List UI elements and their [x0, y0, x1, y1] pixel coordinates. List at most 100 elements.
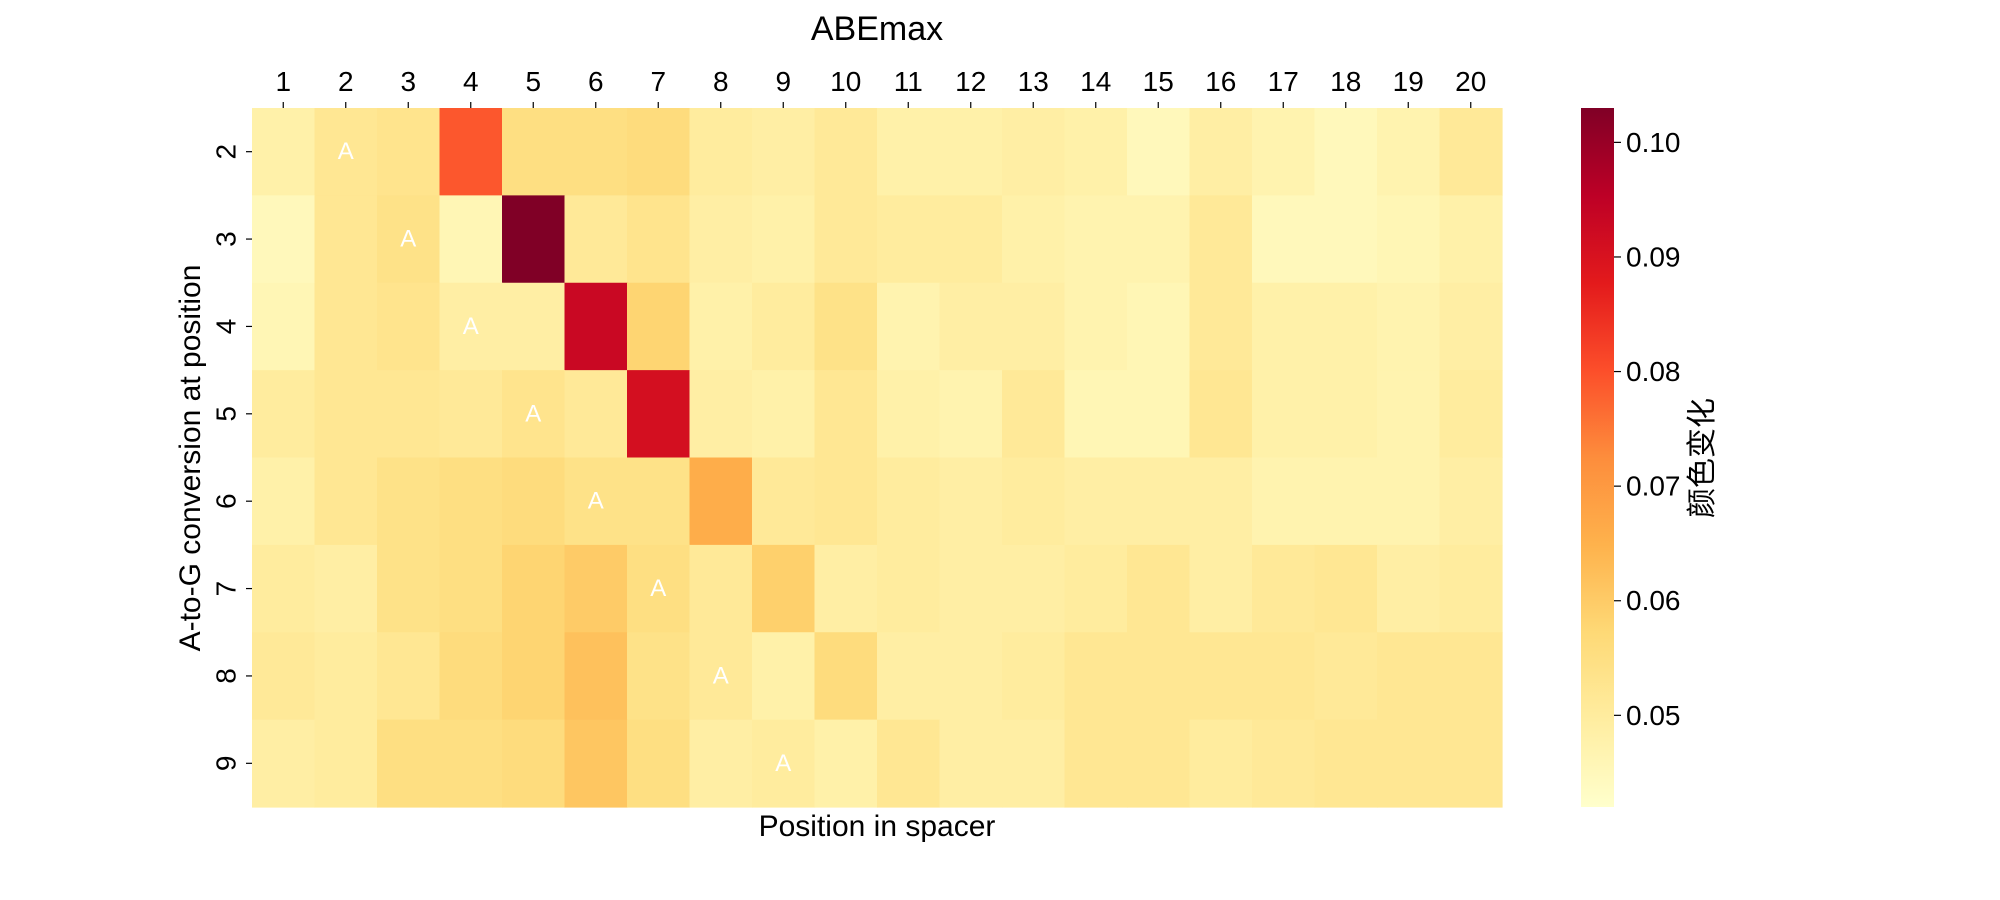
heatmap-cell [1439, 719, 1503, 808]
y-tick-label: 3 [211, 231, 242, 247]
y-tick-label: 7 [211, 581, 242, 597]
x-tick-label: 2 [338, 66, 354, 97]
heatmap-cell [564, 195, 628, 284]
colorbar-tick-label: 0.05 [1626, 700, 1681, 731]
x-tick-label: 17 [1268, 66, 1299, 97]
heatmap-cell [564, 108, 628, 196]
colorbar [1581, 108, 1614, 807]
y-axis: 2 3 4 5 6 7 8 9 [211, 144, 252, 772]
y-tick-label: 5 [211, 406, 242, 422]
heatmap-cell [1314, 282, 1378, 371]
heatmap-cell [502, 108, 566, 196]
heatmap-cell [1439, 370, 1503, 459]
heatmap-cell [377, 457, 441, 546]
heatmap-cell [939, 544, 1003, 633]
heatmap-cell [627, 632, 691, 721]
heatmap-cell [564, 719, 628, 808]
heatmap-cell [1314, 457, 1378, 546]
heatmap-cell [439, 544, 503, 633]
colorbar-tick-label: 0.09 [1626, 241, 1681, 272]
heatmap-cell [627, 544, 691, 633]
y-axis-label: A-to-G conversion at position [174, 265, 207, 652]
heatmap-cell [939, 108, 1003, 196]
heatmap-cell [314, 457, 378, 546]
heatmap-cell [439, 457, 503, 546]
heatmap-cell [377, 719, 441, 808]
heatmap-cell [1377, 195, 1441, 284]
heatmap-cell [1314, 195, 1378, 284]
heatmap-cell [314, 282, 378, 371]
heatmap-cell [877, 457, 941, 546]
x-tick-label: 9 [775, 66, 791, 97]
heatmap-cell [814, 195, 878, 284]
heatmap-cell [1377, 632, 1441, 721]
y-tick-label: 6 [211, 493, 242, 509]
heatmap-cell [502, 632, 566, 721]
y-tick-label: 8 [211, 668, 242, 684]
heatmap-cell [252, 632, 316, 721]
cell-annotation: A [338, 138, 354, 165]
heatmap-cell [439, 632, 503, 721]
x-tick-label: 6 [588, 66, 604, 97]
heatmap-cell [502, 195, 566, 284]
colorbar-ticks: 0.05 0.06 0.07 0.08 0.09 0.10 [1614, 127, 1681, 731]
heatmap-cell [377, 282, 441, 371]
heatmap-cells [252, 108, 1503, 808]
heatmap-cell [439, 195, 503, 284]
heatmap-cell [877, 195, 941, 284]
heatmap-cell [939, 632, 1003, 721]
heatmap-cell [1127, 370, 1191, 459]
heatmap-cell [502, 370, 566, 459]
heatmap-cell [1439, 544, 1503, 633]
heatmap-cell [1064, 195, 1128, 284]
heatmap-cell [1002, 195, 1066, 284]
heatmap-cell [1252, 370, 1316, 459]
heatmap-cell [1064, 282, 1128, 371]
heatmap-cell [1064, 370, 1128, 459]
heatmap-cell [1064, 108, 1128, 196]
heatmap-cell [627, 719, 691, 808]
heatmap-cell [1189, 195, 1253, 284]
heatmap-cell [1314, 544, 1378, 633]
heatmap-cell [1189, 370, 1253, 459]
cell-annotation: A [463, 313, 479, 340]
x-axis: 1 2 3 4 5 6 7 8 9 10 11 12 13 14 15 16 17 18 19 20 [275, 66, 1486, 108]
y-tick-label: 9 [211, 756, 242, 772]
heatmap-cell [939, 719, 1003, 808]
heatmap-cell [1189, 632, 1253, 721]
heatmap-cell [564, 457, 628, 546]
heatmap-cell [1377, 719, 1441, 808]
heatmap-cell [752, 457, 816, 546]
heatmap-cell [1189, 457, 1253, 546]
heatmap-cell [689, 632, 753, 721]
x-tick-label: 1 [275, 66, 291, 97]
heatmap-cell [252, 195, 316, 284]
heatmap-cell [1002, 282, 1066, 371]
cell-annotation: A [650, 575, 666, 602]
x-axis-label: Position in spacer [759, 810, 996, 843]
heatmap-cell [439, 108, 503, 196]
heatmap-cell [564, 282, 628, 371]
heatmap-cell [314, 719, 378, 808]
cell-annotation: A [713, 662, 729, 689]
x-tick-label: 14 [1080, 66, 1111, 97]
heatmap-cell [502, 282, 566, 371]
heatmap-cell [377, 370, 441, 459]
heatmap-cell [1189, 544, 1253, 633]
heatmap-cell [1377, 457, 1441, 546]
heatmap-cell [689, 544, 753, 633]
heatmap-cell [877, 282, 941, 371]
heatmap-cell [252, 108, 316, 196]
cell-annotation: A [400, 226, 416, 253]
cell-annotation: A [588, 488, 604, 515]
heatmap-cell [1252, 195, 1316, 284]
heatmap-cell [502, 719, 566, 808]
heatmap-cell [1002, 544, 1066, 633]
heatmap-cell [1439, 108, 1503, 196]
heatmap-cell [1189, 282, 1253, 371]
heatmap-cell [814, 108, 878, 196]
colorbar-tick-label: 0.10 [1626, 127, 1681, 158]
heatmap-cell [877, 544, 941, 633]
heatmap-cell [314, 370, 378, 459]
